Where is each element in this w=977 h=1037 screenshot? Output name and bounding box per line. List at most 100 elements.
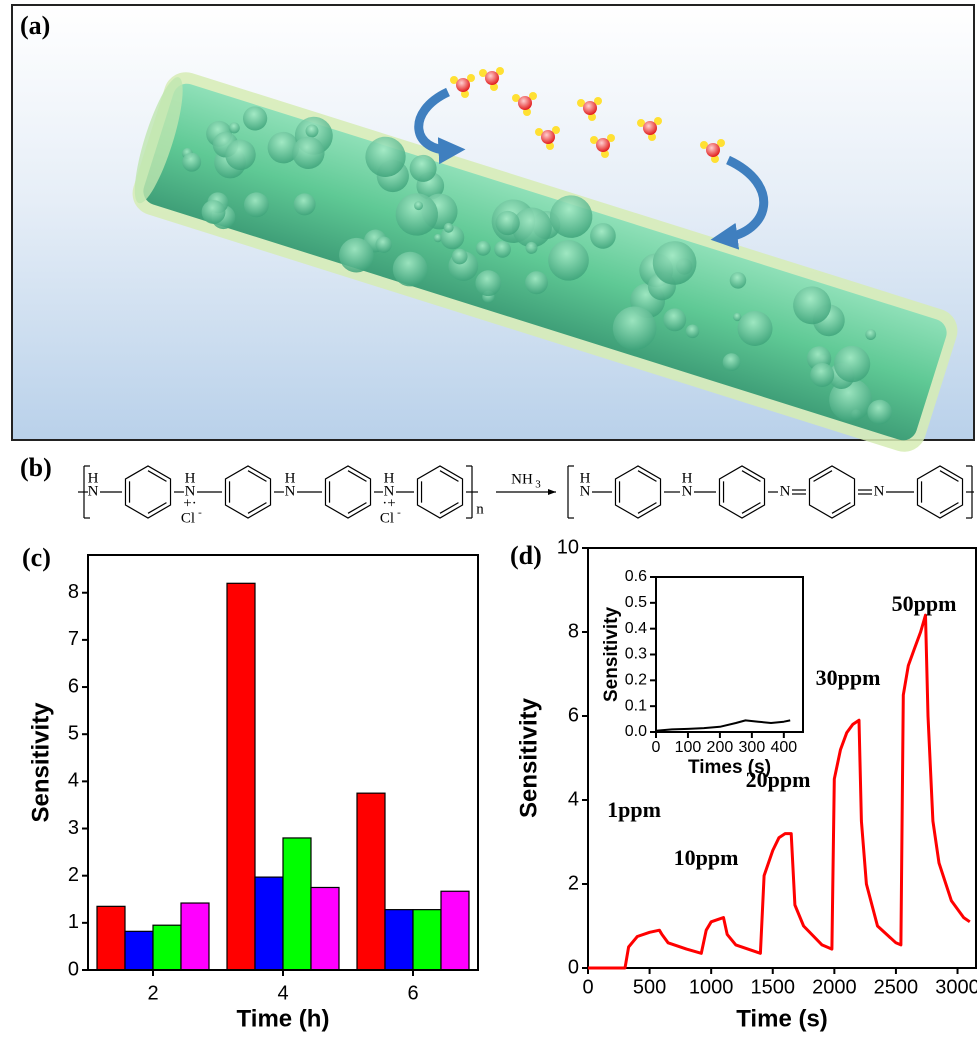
ring (224, 465, 272, 519)
nitrogen-atom (596, 138, 610, 152)
pore (733, 312, 742, 322)
chem-minus: - (198, 507, 202, 519)
chem-h: H (185, 470, 196, 486)
bond (439, 470, 459, 482)
nitrogen-atom (643, 121, 657, 135)
x-tick-label: 100 (675, 739, 702, 756)
y-tick-label: 0.5 (625, 594, 647, 611)
hydrogen-atom (590, 136, 598, 144)
hydrogen-atom (637, 119, 645, 127)
chem-h: H (88, 470, 99, 486)
y-tick-label: 0.4 (625, 620, 647, 637)
reagent-text: NH (511, 471, 533, 487)
nanofiber-illustration (132, 67, 958, 452)
bond (813, 470, 833, 482)
chem-n: N (780, 483, 791, 499)
pore (395, 193, 439, 236)
pore (305, 124, 319, 138)
x-axis-label: Times (s) (688, 757, 771, 778)
chem-h: H (682, 470, 693, 486)
y-tick-label: 2 (568, 872, 579, 894)
bond (247, 502, 267, 514)
y-tick-label: 4 (568, 788, 579, 810)
bond (439, 502, 459, 514)
bar (412, 909, 442, 971)
chem-cl: Cl (380, 510, 394, 526)
pore (267, 131, 300, 164)
pore (228, 122, 240, 134)
y-tick-label: 5 (68, 722, 79, 744)
annotation: 20ppm (746, 767, 811, 792)
reagent-subscript: 3 (535, 479, 541, 491)
x-tick-label: 3000 (935, 976, 977, 998)
x-tick-label: 6 (407, 982, 418, 1004)
ring (808, 465, 856, 519)
pore (737, 310, 773, 346)
bond (831, 502, 851, 514)
x-tick-label: 1500 (751, 976, 796, 998)
pore (663, 308, 687, 332)
annotation: 30ppm (816, 665, 881, 690)
pore (652, 241, 697, 285)
bond (637, 470, 657, 482)
hydrogen-atom (594, 97, 602, 105)
x-axis-label: Time (h) (237, 1005, 330, 1032)
chem-h: H (580, 470, 591, 486)
pore (292, 136, 325, 169)
bar (440, 890, 470, 971)
plot-frame (87, 554, 479, 971)
pore (793, 286, 832, 325)
y-tick-label: 0.2 (625, 672, 647, 689)
hydrogen-atom (467, 74, 475, 82)
ring (916, 465, 964, 519)
annotation: 10ppm (674, 845, 739, 870)
hydrogen-atom (479, 69, 487, 77)
pore (375, 236, 392, 253)
bar (96, 905, 126, 971)
pore (494, 240, 511, 258)
y-tick-label: 0 (68, 958, 79, 980)
pore (182, 152, 202, 172)
pore (242, 106, 268, 131)
pore (833, 345, 871, 383)
tube-core (143, 83, 947, 441)
y-tick-label: 0.3 (625, 646, 647, 663)
pore (865, 329, 877, 340)
x-tick-label: 0 (582, 976, 593, 998)
pore (475, 240, 491, 256)
y-tick-label: 8 (568, 620, 579, 642)
panel-label: (c) (22, 543, 51, 572)
desorption-arrow (710, 155, 769, 250)
panel-label: (b) (20, 453, 52, 482)
x-tick-label: 200 (707, 739, 734, 756)
x-tick-label: 0 (652, 739, 661, 756)
chem-n: N (874, 483, 885, 499)
bond (347, 470, 367, 482)
chem-n: N (185, 483, 196, 499)
y-tick-label: 10 (557, 536, 579, 558)
plot-frame (655, 576, 804, 733)
bond (741, 470, 761, 482)
nitrogen-atom (518, 96, 532, 110)
y-tick-label: 1 (68, 911, 79, 933)
bond (347, 502, 367, 514)
pore (525, 241, 538, 254)
annotation: 1ppm (607, 797, 661, 822)
chem-n: N (682, 483, 693, 499)
hydrogen-atom (717, 139, 725, 147)
hydrogen-atom (607, 134, 615, 142)
bond (147, 470, 167, 482)
bar (180, 902, 210, 971)
pore (685, 324, 700, 339)
nitrogen-atom (456, 78, 470, 92)
adsorption-arrow (414, 87, 466, 165)
x-tick-label: 2 (147, 982, 158, 1004)
y-tick-label: 2 (68, 864, 79, 886)
y-axis-label: Sensitivity (27, 702, 54, 823)
hydrogen-atom (577, 99, 585, 107)
pore (867, 399, 892, 425)
chem-h: H (285, 470, 296, 486)
bar (384, 909, 414, 971)
bar (254, 876, 284, 971)
